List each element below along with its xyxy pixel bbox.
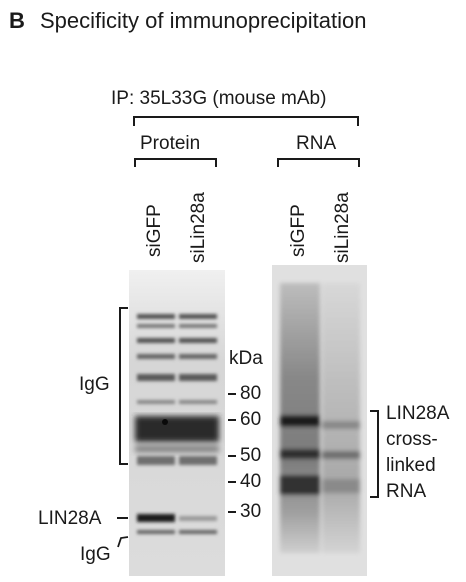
panel-title: Specificity of immunoprecipitation	[40, 8, 367, 33]
protein-bracket-left-tick	[134, 158, 136, 167]
marker-tick-50	[228, 455, 236, 457]
ip-bracket	[133, 116, 359, 118]
marker-label-60: 60	[240, 409, 262, 430]
right-label-line-3: linked	[386, 455, 436, 476]
rna-bracket	[277, 158, 360, 160]
right-label-line-4: RNA	[386, 481, 427, 502]
lane-label-rna-sigfp: siGFP	[288, 204, 309, 257]
lane-label-protein-sigfp: siGFP	[144, 204, 165, 257]
marker-tick-30	[228, 511, 236, 513]
marker-unit-label: kDa	[229, 348, 263, 369]
marker-tick-60	[228, 419, 236, 421]
igg-heavy-bracket	[119, 307, 121, 465]
rna-gel-image	[272, 265, 367, 576]
igg-light-label: IgG	[80, 544, 111, 565]
rna-side-bracket	[377, 410, 379, 498]
igg-heavy-bracket-top	[119, 307, 128, 309]
marker-tick-40	[228, 481, 236, 483]
lane-label-protein-silin28a: siLin28a	[188, 192, 209, 263]
marker-label-40: 40	[240, 471, 262, 492]
right-label-line-2: cross-	[386, 429, 438, 450]
igg-heavy-label: IgG	[79, 374, 110, 395]
protein-bracket-right-tick	[215, 158, 217, 167]
rna-bracket-right-tick	[358, 158, 360, 167]
protein-gel-image	[129, 270, 225, 576]
marker-label-80: 80	[240, 383, 262, 404]
rna-bracket-bottom	[370, 496, 379, 498]
lane-label-rna-silin28a: siLin28a	[332, 192, 353, 263]
marker-tick-80	[228, 393, 236, 395]
marker-label-50: 50	[240, 445, 262, 466]
rna-bracket-top	[370, 410, 379, 412]
igg-heavy-bracket-bottom	[119, 463, 128, 465]
rna-bracket-left-tick	[277, 158, 279, 167]
group-label-protein: Protein	[140, 133, 201, 154]
lin28a-tick	[117, 517, 128, 519]
ip-bracket-left-tick	[133, 116, 135, 126]
group-label-rna: RNA	[296, 133, 337, 154]
lin28a-label: LIN28A	[38, 508, 102, 529]
panel-letter: B	[9, 8, 25, 33]
right-label-line-1: LIN28A	[386, 403, 450, 424]
ip-bracket-right-tick	[357, 116, 359, 126]
marker-label-30: 30	[240, 501, 262, 522]
protein-bracket	[134, 158, 217, 160]
ip-label: IP: 35L33G (mouse mAb)	[111, 88, 327, 109]
igg-light-pointer	[117, 536, 129, 548]
